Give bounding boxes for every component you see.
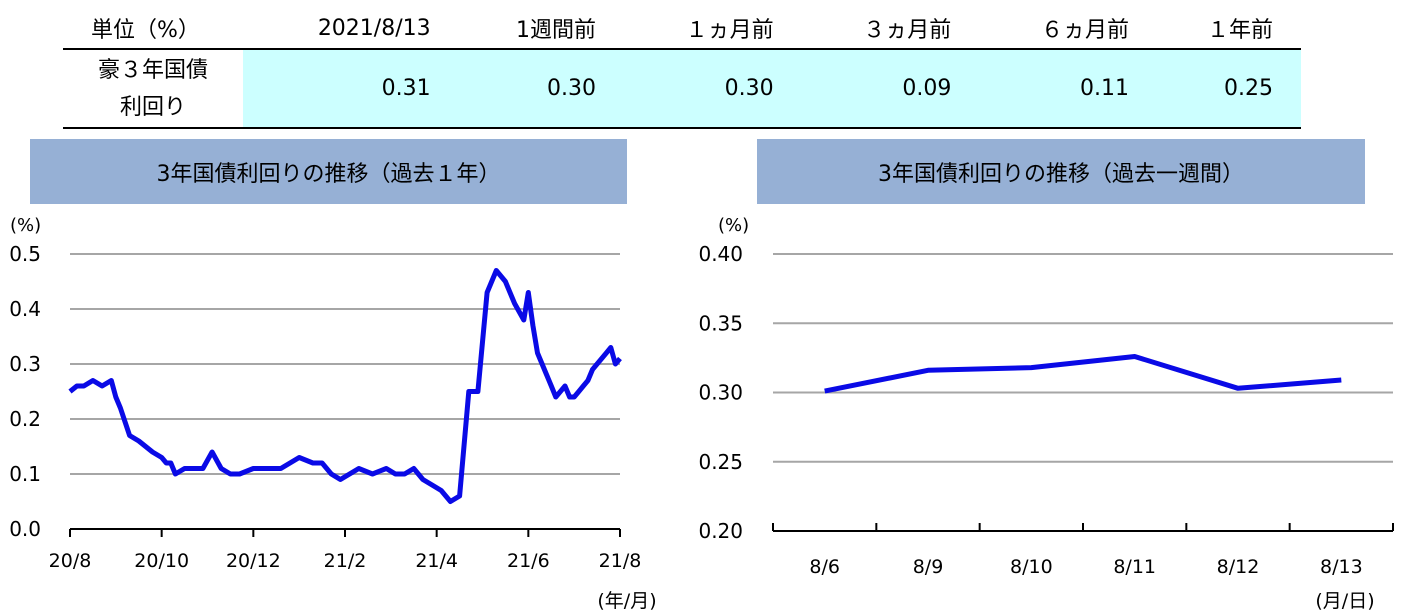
year-ago-header: １年前 [1156,8,1301,50]
date-header: 2021/8/13 [243,8,459,50]
y-tick-label: 0.1 [9,462,41,486]
unit-header: 単位（%） [63,8,243,50]
x-tick-label: 8/13 [1320,556,1363,578]
week-ago-header: 1週間前 [458,8,624,50]
value-year-ago: 0.25 [1156,49,1301,129]
y-tick-label: 0.25 [698,450,743,474]
right-chart-title: 3年国債利回りの推移（過去一週間） [757,139,1365,204]
y-tick-label: 0.5 [9,242,41,266]
value-six-months-ago: 0.11 [979,49,1157,129]
row-label-line1: 豪３年国債 [97,57,208,83]
y-tick-label: 0.2 [9,407,41,431]
table-row: 豪３年国債 利回り 0.31 0.30 0.30 0.09 0.11 0.25 [63,49,1301,129]
value-month-ago: 0.30 [624,49,802,129]
x-tick-label: 8/10 [1010,556,1053,578]
one-week-yield-chart: 0.20 0.25 0.30 0.35 0.40 8/6 8/9 8/10 8/11 8/12 8/… [698,215,1394,612]
x-tick-label: 20/10 [134,550,189,572]
yield-line [68,268,622,504]
y-tick-label: 0.30 [698,381,743,405]
table-header-row: 単位（%） 2021/8/13 1週間前 １ヵ月前 ３ヵ月前 ６ヵ月前 １年前 [63,8,1301,50]
x-axis-unit-label: (月/日) [1315,590,1374,612]
x-tick-label: 8/6 [809,556,840,578]
left-chart-title: 3年国債利回りの推移（過去１年） [30,139,627,204]
y-tick-label: 0.4 [9,297,41,321]
y-tick-label: 0.20 [698,519,743,543]
x-tick-label: 21/4 [415,550,458,572]
x-axis-unit-label: (年/月) [597,590,656,612]
x-tick-label: 8/11 [1113,556,1156,578]
x-tick-label: 21/8 [599,550,642,572]
x-tick-label: 20/8 [49,550,92,572]
value-week-ago: 0.30 [458,49,624,129]
row-label-line2: 利回り [119,94,186,120]
yield-line [824,354,1342,394]
one-year-yield-chart: 0.0 0.1 0.2 0.3 0.4 0.5 20/8 20/10 20/12 21/2 21/4… [9,215,656,612]
y-axis-unit-label: (%) [718,215,749,236]
x-tick-label: 20/12 [226,550,281,572]
six-months-ago-header: ６ヵ月前 [979,8,1157,50]
x-tick-label: 21/6 [507,550,550,572]
month-ago-header: １ヵ月前 [624,8,802,50]
y-axis-unit-label: (%) [10,215,41,236]
three-months-ago-header: ３ヵ月前 [801,8,980,50]
x-tick-label: 21/2 [324,550,367,572]
value-current: 0.31 [243,49,459,129]
x-tick-label: 8/9 [913,556,944,578]
y-tick-label: 0.35 [698,311,743,335]
rate-table: 単位（%） 2021/8/13 1週間前 １ヵ月前 ３ヵ月前 ６ヵ月前 １年前 … [63,8,1301,129]
y-tick-label: 0.3 [9,352,41,376]
y-tick-label: 0.0 [9,517,41,541]
value-three-months-ago: 0.09 [801,49,980,129]
x-tick-label: 8/12 [1217,556,1260,578]
y-tick-label: 0.40 [698,242,743,266]
row-label: 豪３年国債 利回り [63,49,243,129]
